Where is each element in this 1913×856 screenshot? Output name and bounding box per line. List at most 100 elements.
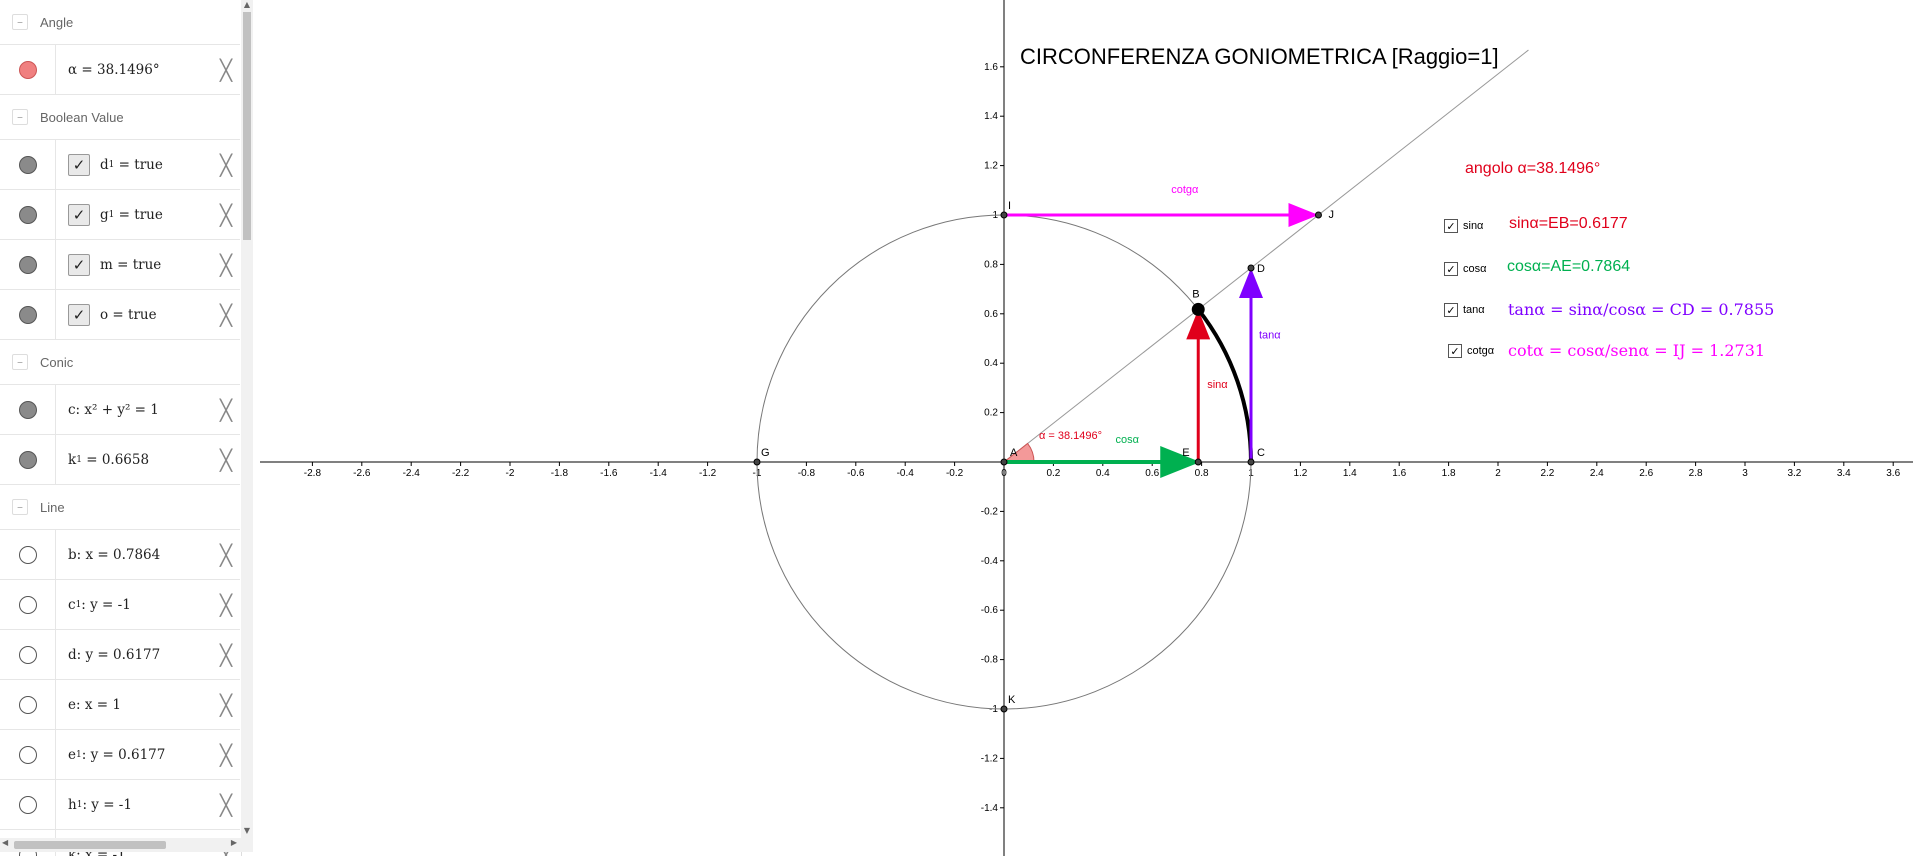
- cos-toggle[interactable]: ✓ cosα: [1444, 262, 1486, 276]
- scroll-left-icon[interactable]: ◀: [2, 838, 9, 847]
- visibility-toggle-icon[interactable]: [18, 450, 37, 469]
- delete-icon[interactable]: ╳: [219, 397, 232, 422]
- point-label: G: [761, 447, 770, 459]
- algebra-item-subscript: 1: [76, 454, 82, 465]
- collapse-icon[interactable]: –: [12, 354, 28, 370]
- scroll-thumb[interactable]: [243, 12, 251, 240]
- visibility-toggle-icon[interactable]: [18, 305, 37, 324]
- visibility-toggle-icon[interactable]: [18, 155, 37, 174]
- delete-icon[interactable]: ╳: [219, 692, 232, 717]
- angle-readout: angolo α=38.1496°: [1465, 160, 1601, 177]
- delete-icon[interactable]: ╳: [219, 792, 232, 817]
- group-header-line[interactable]: – Line: [0, 485, 240, 530]
- x-tick-label: -0.2: [946, 468, 964, 479]
- x-tick-label: -0.6: [847, 468, 865, 479]
- algebra-item[interactable]: α = 38.1496° ╳: [0, 45, 240, 95]
- delete-icon[interactable]: ╳: [219, 302, 232, 327]
- boolean-checkbox[interactable]: ✓: [68, 203, 90, 226]
- algebra-item[interactable]: d: y = 0.6177 ╳: [0, 630, 240, 680]
- visibility-toggle-icon[interactable]: [18, 545, 37, 564]
- tan-toggle-label: tanα: [1463, 304, 1485, 316]
- algebra-item[interactable]: ✓ m = true ╳: [0, 240, 240, 290]
- graphics-view[interactable]: -2.8 -2.6 -2.4 -2.2 -2 -1.8 -1.6 -1.4 -1.2 -1 -0.8…: [260, 0, 1913, 856]
- delete-icon[interactable]: ╳: [219, 542, 232, 567]
- boolean-checkbox[interactable]: ✓: [68, 303, 90, 326]
- delete-icon[interactable]: ╳: [219, 252, 232, 277]
- delete-icon[interactable]: ╳: [219, 57, 232, 82]
- delete-icon[interactable]: ╳: [219, 202, 232, 227]
- boolean-checkbox[interactable]: ✓: [68, 153, 90, 176]
- algebra-item-body[interactable]: b: x = 0.7864: [56, 547, 240, 563]
- sin-segment-label: sinα: [1207, 379, 1228, 391]
- algebra-item-body[interactable]: c: x² + y² = 1: [56, 402, 240, 418]
- delete-icon[interactable]: ╳: [219, 152, 232, 177]
- cos-readout: cosα=AE=0.7864: [1507, 258, 1631, 275]
- visibility-toggle-icon[interactable]: [18, 60, 37, 79]
- group-header-boolean-value[interactable]: – Boolean Value: [0, 95, 240, 140]
- x-tick-label: -2.4: [403, 468, 421, 479]
- visibility-toggle-icon[interactable]: [18, 400, 37, 419]
- delete-icon[interactable]: ╳: [219, 447, 232, 472]
- visibility-toggle-icon[interactable]: [18, 695, 37, 714]
- scroll-up-icon[interactable]: ▲: [243, 0, 251, 9]
- group-title: Line: [40, 499, 65, 515]
- algebra-item-subscript: 1: [75, 599, 82, 610]
- algebra-item-body[interactable]: ✓ d 1 = true: [56, 153, 240, 176]
- visibility-toggle-icon[interactable]: [18, 745, 37, 764]
- x-tick-label: 0.8: [1195, 468, 1209, 479]
- visibility-toggle-icon[interactable]: [18, 255, 37, 274]
- group-header-angle[interactable]: – Angle: [0, 0, 240, 45]
- algebra-item[interactable]: ✓ g 1 = true ╳: [0, 190, 240, 240]
- algebra-item-body[interactable]: e: x = 1: [56, 697, 240, 713]
- scroll-right-icon[interactable]: ▶: [230, 838, 237, 847]
- delete-icon[interactable]: ╳: [219, 642, 232, 667]
- algebra-item[interactable]: c: x² + y² = 1 ╳: [0, 385, 240, 435]
- sin-checkbox[interactable]: ✓: [1444, 219, 1458, 233]
- cot-checkbox[interactable]: ✓: [1448, 344, 1462, 358]
- collapse-icon[interactable]: –: [12, 14, 28, 30]
- algebra-item-body[interactable]: ✓ o = true: [56, 303, 240, 326]
- algebra-item-body[interactable]: α = 38.1496°: [56, 62, 240, 78]
- y-tick-label: 0.2: [984, 408, 998, 419]
- visibility-toggle-icon[interactable]: [18, 595, 37, 614]
- y-tick-label: 1.6: [984, 62, 998, 73]
- cot-toggle[interactable]: ✓ cotgα: [1448, 344, 1494, 358]
- algebra-item[interactable]: b: x = 0.7864 ╳: [0, 530, 240, 580]
- point-label: J: [1328, 209, 1334, 221]
- visibility-toggle-icon[interactable]: [18, 795, 37, 814]
- y-tick-label: -0.2: [981, 506, 999, 517]
- algebra-item-body[interactable]: ✓ m = true: [56, 253, 240, 276]
- collapse-icon[interactable]: –: [12, 499, 28, 515]
- algebra-item[interactable]: e: x = 1 ╳: [0, 680, 240, 730]
- algebra-item-body[interactable]: d: y = 0.6177: [56, 647, 240, 663]
- tan-toggle[interactable]: ✓ tanα: [1444, 303, 1485, 317]
- delete-icon[interactable]: ╳: [219, 592, 232, 617]
- tan-checkbox[interactable]: ✓: [1444, 303, 1458, 317]
- algebra-vertical-scrollbar[interactable]: ▲ ▼: [241, 0, 253, 838]
- cos-checkbox[interactable]: ✓: [1444, 262, 1458, 276]
- algebra-horizontal-scrollbar[interactable]: ◀ ▶: [0, 838, 253, 852]
- delete-icon[interactable]: ╳: [219, 742, 232, 767]
- algebra-item[interactable]: ✓ o = true ╳: [0, 290, 240, 340]
- collapse-icon[interactable]: –: [12, 109, 28, 125]
- visibility-toggle-icon[interactable]: [18, 205, 37, 224]
- algebra-item-body[interactable]: ✓ g 1 = true: [56, 203, 240, 226]
- visibility-toggle-icon[interactable]: [18, 645, 37, 664]
- graphics-canvas[interactable]: -2.8 -2.6 -2.4 -2.2 -2 -1.8 -1.6 -1.4 -1.2 -1 -0.8…: [260, 0, 1913, 856]
- sin-toggle[interactable]: ✓ sinα: [1444, 219, 1483, 233]
- scroll-down-icon[interactable]: ▼: [243, 826, 251, 835]
- algebra-item[interactable]: ✓ d 1 = true ╳: [0, 140, 240, 190]
- scroll-thumb-horizontal[interactable]: [14, 841, 166, 849]
- point-B: [1191, 302, 1205, 316]
- group-header-conic[interactable]: – Conic: [0, 340, 240, 385]
- boolean-checkbox[interactable]: ✓: [68, 253, 90, 276]
- point-label: B: [1192, 288, 1199, 300]
